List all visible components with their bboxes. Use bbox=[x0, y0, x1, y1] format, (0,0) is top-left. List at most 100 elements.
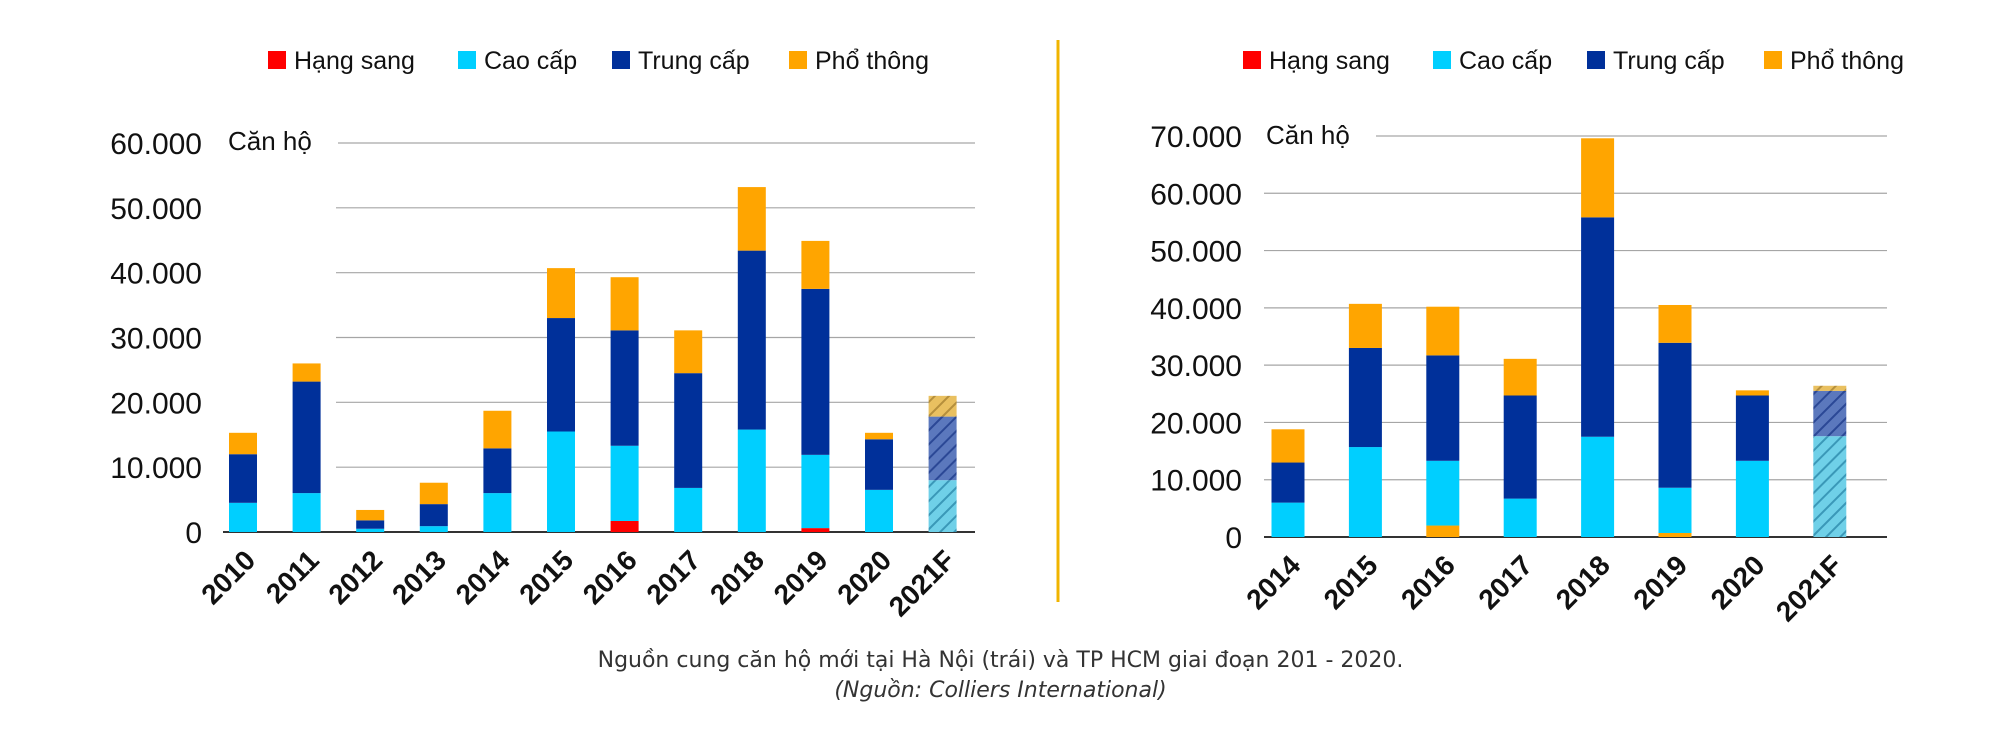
bar-segment-hcm-2020-pho-thong bbox=[1735, 390, 1769, 396]
bar-segment-hcm-2017-cao-cap bbox=[1503, 498, 1537, 537]
bar-segment-hcm-2019-pho-thong bbox=[1658, 304, 1692, 343]
chart-hanoi: Hạng sang Cao cấp Trung cấp Phổ thông 0 10.00… bbox=[110, 47, 975, 622]
legend-item-trung-cap: Trung cấp bbox=[1587, 47, 1725, 75]
bar-segment-hanoi-2016-pho-thong bbox=[610, 277, 639, 331]
bar-segment-hcm-2017-pho-thong bbox=[1503, 358, 1537, 396]
bar-segment-hcm-2015-cao-cap bbox=[1348, 447, 1382, 537]
bar-segment-hanoi-2017-pho-thong bbox=[674, 330, 703, 374]
legend-swatch-trung-cap bbox=[612, 51, 630, 69]
bar-segment-hanoi-2017-trung-cap bbox=[674, 373, 703, 488]
bar-segment-hcm-2021f-pho-thong bbox=[1813, 385, 1847, 391]
legend-label-cao-cap: Cao cấp bbox=[484, 47, 577, 75]
bar-segment-hcm-2018-cao-cap bbox=[1581, 436, 1615, 537]
y-tick-label: 30.000 bbox=[1150, 350, 1242, 383]
bar-segment-hcm-2018-pho-thong bbox=[1581, 138, 1615, 218]
y-tick-label: 10.000 bbox=[110, 452, 202, 485]
bar-segment-hanoi-2014-trung-cap bbox=[483, 448, 512, 494]
bar-segment-hanoi-2019-pho-thong bbox=[801, 240, 830, 289]
legend-swatch-cao-cap bbox=[1433, 51, 1451, 69]
bar-segment-hanoi-2018-pho-thong bbox=[737, 187, 766, 251]
bar-segment-hanoi-2021f-pho-thong bbox=[928, 395, 957, 417]
bar-segment-hanoi-2019-trung-cap bbox=[801, 288, 830, 455]
legend-swatch-pho-thong bbox=[1764, 51, 1782, 69]
x-tick-label: 2019 bbox=[1627, 549, 1693, 615]
bar-segment-hanoi-2019-hang-sang bbox=[801, 528, 830, 532]
x-tick-label: 2021F bbox=[1770, 549, 1848, 627]
y-tick-label: 0 bbox=[1225, 522, 1242, 555]
y-axis-label: Căn hộ bbox=[1266, 120, 1350, 150]
bar-segment-hanoi-2011-trung-cap bbox=[292, 381, 321, 494]
legend-swatch-hang-sang bbox=[268, 51, 286, 69]
x-tick-label: 2014 bbox=[1240, 549, 1306, 615]
bar-segment-hcm-2021f-cao-cap bbox=[1813, 436, 1847, 537]
legend-item-pho-thong: Phổ thông bbox=[1764, 47, 1904, 75]
bar-segment-hanoi-2021f-cao-cap bbox=[928, 480, 957, 532]
legend-item-cao-cap: Cao cấp bbox=[458, 47, 577, 75]
bar-segment-hcm-2020-trung-cap bbox=[1735, 395, 1769, 461]
bar-segment-hanoi-2020-pho-thong bbox=[865, 432, 893, 440]
bar-segment-hanoi-2010-trung-cap bbox=[229, 454, 257, 503]
legend-item-cao-cap: Cao cấp bbox=[1433, 47, 1552, 75]
bar-segment-hanoi-2016-hang-sang bbox=[610, 520, 639, 532]
bar-segment-hcm-2016-pho-thong bbox=[1426, 306, 1460, 356]
bar-segment-hanoi-2017-cao-cap bbox=[674, 487, 703, 532]
bar-segment-hcm-2014-trung-cap bbox=[1271, 462, 1305, 503]
bar-segment-hanoi-2015-pho-thong bbox=[547, 268, 575, 319]
x-tick-label: 2018 bbox=[1550, 549, 1616, 615]
bar-segment-hanoi-2015-cao-cap bbox=[547, 431, 575, 532]
chart-hcm: Hạng sang Cao cấp Trung cấp Phổ thông 0 10.00… bbox=[1150, 47, 1904, 627]
legend-item-hang-sang: Hạng sang bbox=[268, 47, 415, 75]
bar-segment-hcm-2020-cao-cap bbox=[1735, 460, 1769, 537]
bar-segment-hanoi-2016-trung-cap bbox=[610, 330, 639, 446]
x-tick-label: 2015 bbox=[1318, 549, 1384, 615]
x-tick-label: 2020 bbox=[1705, 549, 1771, 615]
y-axis-label: Căn hộ bbox=[228, 126, 312, 156]
y-tick-label: 60.000 bbox=[1150, 178, 1242, 211]
bar-segment-hcm-2014-pho-thong bbox=[1271, 429, 1305, 463]
bar-segment-hcm-2021f-trung-cap bbox=[1813, 390, 1847, 437]
bar-segment-hanoi-2011-pho-thong bbox=[292, 363, 321, 382]
bar-segment-hcm-2019-pho-thong bbox=[1658, 532, 1692, 537]
x-tick-label: 2015 bbox=[513, 544, 579, 610]
bar-segment-hcm-2016-trung-cap bbox=[1426, 355, 1460, 461]
y-tick-label: 40.000 bbox=[110, 258, 202, 291]
y-tick-label: 20.000 bbox=[1150, 407, 1242, 440]
figure-caption: Nguồn cung căn hộ mới tại Hà Nội (trái) … bbox=[597, 648, 1404, 673]
x-tick-label: 2011 bbox=[260, 544, 325, 609]
bar-segment-hcm-2017-trung-cap bbox=[1503, 395, 1537, 499]
y-tick-label: 20.000 bbox=[110, 387, 202, 420]
bar-segment-hanoi-2013-pho-thong bbox=[419, 482, 448, 505]
bar-segment-hanoi-2018-trung-cap bbox=[737, 250, 766, 430]
bar-segment-hcm-2014-cao-cap bbox=[1271, 502, 1305, 537]
bar-segment-hanoi-2015-trung-cap bbox=[547, 318, 575, 432]
x-tick-label: 2012 bbox=[322, 544, 388, 610]
y-tick-label: 50.000 bbox=[1150, 236, 1242, 269]
legend-swatch-pho-thong bbox=[789, 51, 807, 69]
charts-canvas: Hạng sang Cao cấp Trung cấp Phổ thông 0 10.00… bbox=[110, 40, 1904, 627]
x-tick-label: 2016 bbox=[1395, 549, 1461, 615]
legend-label-pho-thong: Phổ thông bbox=[815, 47, 929, 75]
y-tick-label: 0 bbox=[185, 517, 202, 550]
x-tick-label: 2016 bbox=[577, 544, 643, 610]
bar-segment-hanoi-2014-pho-thong bbox=[483, 410, 512, 449]
legend-label-hang-sang: Hạng sang bbox=[1269, 47, 1390, 75]
bar-segment-hanoi-2013-trung-cap bbox=[419, 504, 448, 527]
bar-segment-hcm-2019-trung-cap bbox=[1658, 342, 1692, 488]
legend-label-hang-sang: Hạng sang bbox=[294, 47, 415, 75]
legend-label-pho-thong: Phổ thông bbox=[1790, 47, 1904, 75]
bar-segment-hanoi-2020-cao-cap bbox=[865, 489, 893, 532]
y-tick-label: 50.000 bbox=[110, 193, 202, 226]
bar-segment-hanoi-2020-trung-cap bbox=[865, 439, 893, 490]
y-tick-label: 60.000 bbox=[110, 128, 202, 161]
legend-swatch-cao-cap bbox=[458, 51, 476, 69]
x-tick-label: 2017 bbox=[1472, 549, 1538, 615]
bar-segment-hcm-2015-pho-thong bbox=[1348, 303, 1382, 348]
x-tick-label: 2013 bbox=[386, 544, 452, 610]
bar-segment-hanoi-2010-cao-cap bbox=[229, 502, 257, 532]
legend-swatch-hang-sang bbox=[1243, 51, 1261, 69]
x-tick-label: 2019 bbox=[768, 544, 834, 610]
bar-segment-hanoi-2012-pho-thong bbox=[356, 509, 385, 521]
bar-segment-hanoi-2011-cao-cap bbox=[292, 493, 321, 532]
legend-item-pho-thong: Phổ thông bbox=[789, 47, 929, 75]
bar-segment-hanoi-2019-cao-cap bbox=[801, 454, 830, 529]
